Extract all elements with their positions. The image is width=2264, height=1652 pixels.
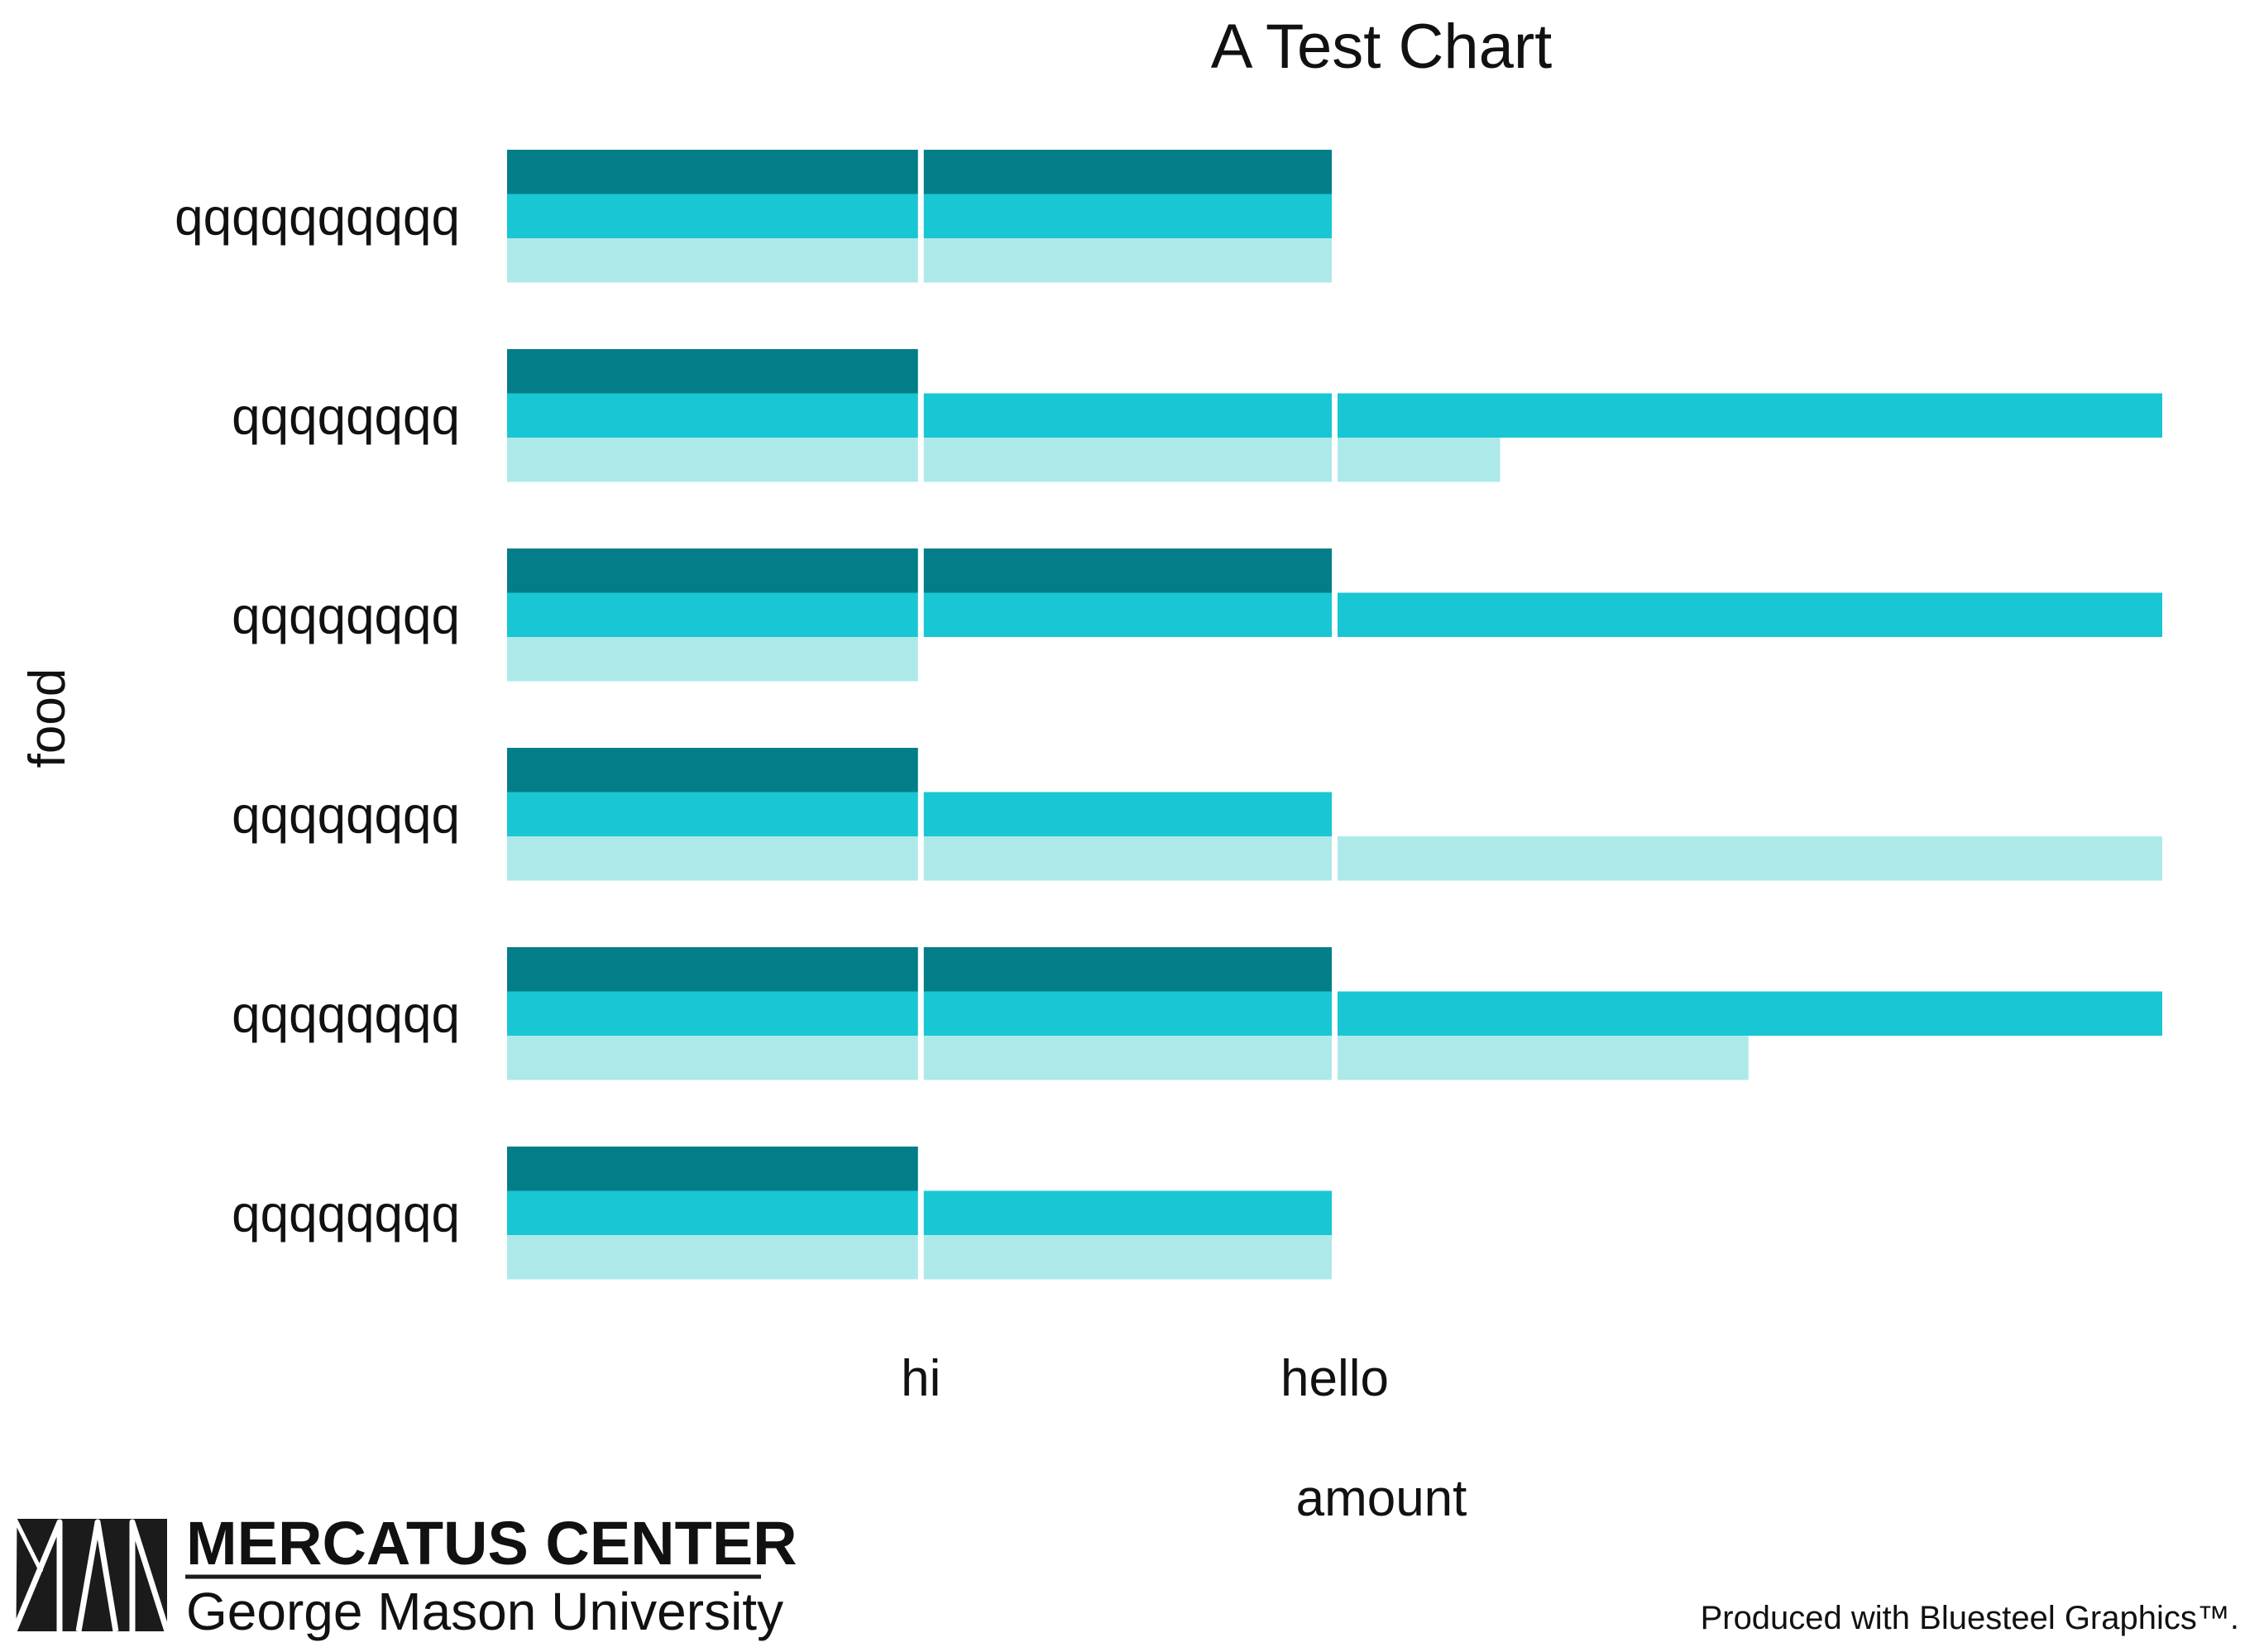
x-tick-label: hello (1280, 1350, 1389, 1407)
mercatus-logo (11, 1517, 761, 1633)
bar (507, 1147, 921, 1191)
y-axis-tick-labels: qqqqqqqqqqqqqqqqqqqqqqqqqqqqqqqqqqqqqqqq… (175, 189, 460, 1243)
bar (507, 349, 921, 394)
y-tick-label: qqqqqqqqqq (175, 189, 460, 246)
bars-layer (507, 146, 2162, 1280)
bar (507, 1036, 1749, 1080)
x-axis-tick-labels: hi hello (901, 1350, 1389, 1407)
bar (507, 438, 1501, 482)
bar (507, 748, 921, 792)
y-tick-label: qqqqqqqq (232, 1185, 460, 1243)
footer-credit: Produced with Bluesteel Graphics™. (1701, 1600, 2239, 1636)
y-tick-label: qqqqqqqq (232, 986, 460, 1043)
bar (507, 637, 921, 682)
logo-subtitle: George Mason University (186, 1582, 783, 1641)
y-tick-label: qqqqqqqq (232, 787, 460, 844)
x-tick-label: hi (901, 1350, 941, 1407)
x-axis-label: amount (1296, 1470, 1467, 1527)
logo-title: MERCATUS CENTER (186, 1509, 797, 1578)
y-axis-label: food (19, 668, 76, 769)
y-tick-label: qqqqqqqq (232, 388, 460, 445)
chart-title: A Test Chart (1211, 12, 1553, 82)
y-tick-label: qqqqqqqq (232, 587, 460, 644)
